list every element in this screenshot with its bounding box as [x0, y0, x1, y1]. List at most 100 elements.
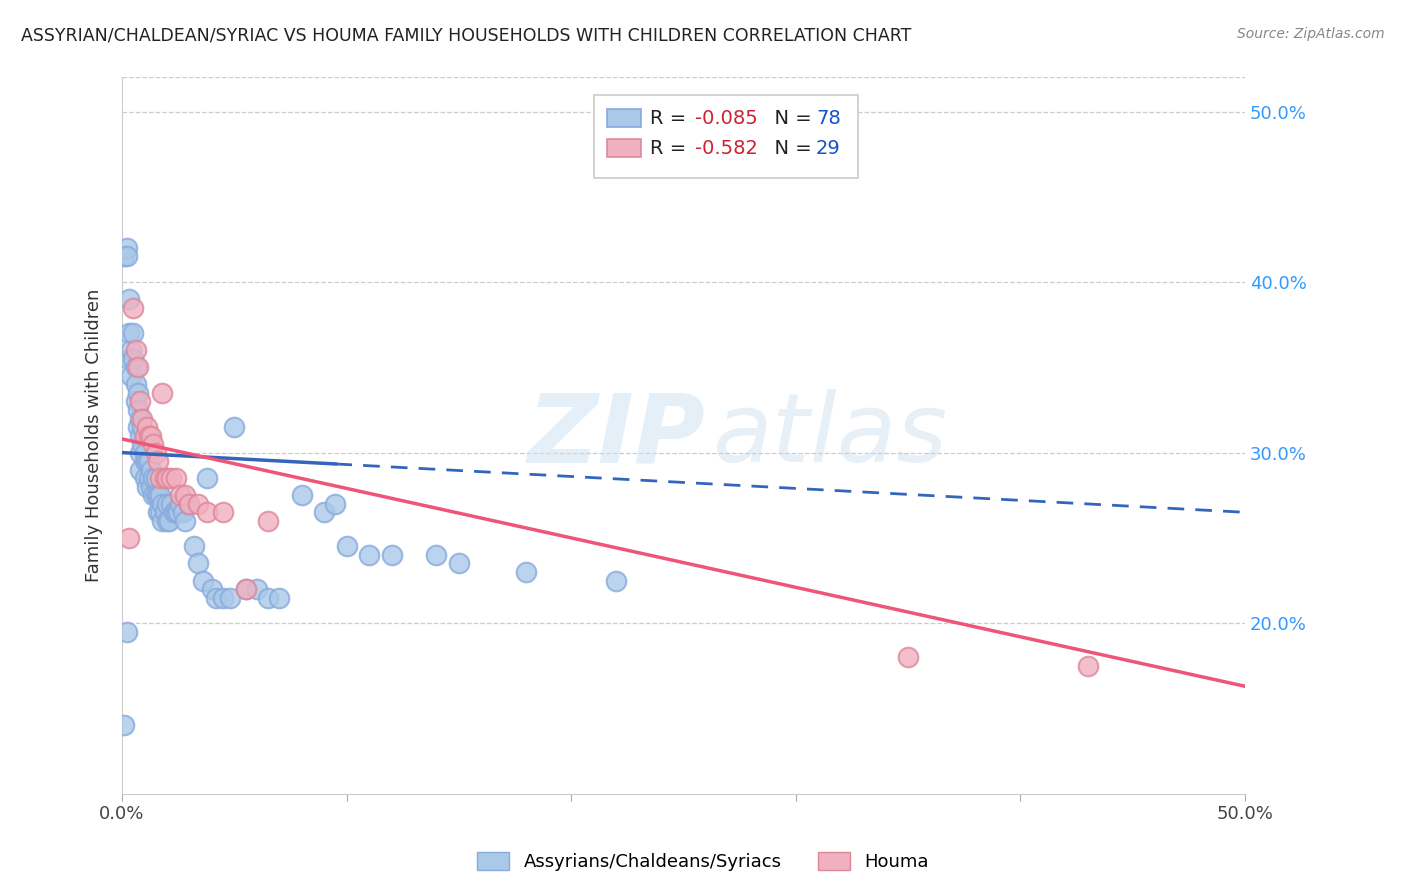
Point — [380, 548, 402, 562]
Point — [129, 445, 152, 459]
Point — [138, 428, 160, 442]
Point — [325, 497, 347, 511]
Point — [129, 463, 152, 477]
Point — [1077, 658, 1099, 673]
Point — [205, 591, 228, 605]
Point — [156, 497, 179, 511]
Text: -0.085: -0.085 — [695, 109, 758, 128]
Point — [425, 548, 447, 562]
Point — [160, 497, 183, 511]
Point — [124, 360, 146, 375]
Point — [197, 471, 219, 485]
Point — [124, 377, 146, 392]
Point — [153, 471, 176, 485]
Point — [127, 385, 149, 400]
Point — [336, 540, 359, 554]
Point — [515, 565, 537, 579]
Point — [257, 591, 280, 605]
Text: -0.582: -0.582 — [695, 139, 758, 158]
Point — [127, 360, 149, 375]
Point — [138, 454, 160, 468]
Point — [235, 582, 257, 596]
Point — [149, 488, 172, 502]
Point — [169, 488, 191, 502]
Text: 29: 29 — [815, 139, 841, 158]
Point — [145, 471, 167, 485]
Text: atlas: atlas — [711, 389, 948, 482]
Point — [145, 488, 167, 502]
Text: Source: ZipAtlas.com: Source: ZipAtlas.com — [1237, 27, 1385, 41]
Point — [235, 582, 257, 596]
Point — [246, 582, 269, 596]
Point — [156, 514, 179, 528]
Point — [131, 420, 153, 434]
Point — [314, 505, 336, 519]
Point — [897, 650, 920, 665]
Point — [146, 488, 169, 502]
Point — [122, 351, 145, 366]
Point — [127, 403, 149, 417]
Point — [257, 514, 280, 528]
Point — [135, 480, 157, 494]
Point — [167, 505, 190, 519]
Point — [197, 505, 219, 519]
Point — [134, 454, 156, 468]
Point — [118, 292, 141, 306]
Point — [291, 488, 314, 502]
Point — [131, 437, 153, 451]
Point — [156, 471, 179, 485]
Point — [447, 557, 470, 571]
Bar — [607, 139, 641, 157]
Point — [129, 394, 152, 409]
Point — [165, 471, 187, 485]
Point — [141, 463, 163, 477]
Legend: Assyrians/Chaldeans/Syriacs, Houma: Assyrians/Chaldeans/Syriacs, Houma — [470, 845, 936, 879]
Point — [149, 505, 172, 519]
Point — [187, 497, 209, 511]
Point — [212, 505, 235, 519]
Point — [122, 301, 145, 315]
Bar — [593, 95, 858, 178]
Point — [201, 582, 224, 596]
Point — [179, 497, 201, 511]
Text: ASSYRIAN/CHALDEAN/SYRIAC VS HOUMA FAMILY HOUSEHOLDS WITH CHILDREN CORRELATION CH: ASSYRIAN/CHALDEAN/SYRIAC VS HOUMA FAMILY… — [21, 27, 911, 45]
Point — [134, 445, 156, 459]
Point — [127, 420, 149, 434]
Text: 78: 78 — [815, 109, 841, 128]
Point — [134, 428, 156, 442]
Point — [152, 497, 174, 511]
Y-axis label: Family Households with Children: Family Households with Children — [86, 289, 103, 582]
Point — [191, 574, 214, 588]
Point — [218, 591, 240, 605]
Point — [179, 497, 201, 511]
Point — [146, 505, 169, 519]
Point — [134, 471, 156, 485]
Point — [135, 454, 157, 468]
Point — [169, 497, 191, 511]
Point — [163, 505, 186, 519]
Point — [187, 557, 209, 571]
Point — [120, 368, 142, 383]
Point — [131, 411, 153, 425]
Text: R =: R = — [650, 139, 692, 158]
Point — [118, 351, 141, 366]
Point — [183, 540, 205, 554]
Point — [118, 326, 141, 341]
Point — [172, 505, 194, 519]
Point — [141, 480, 163, 494]
Point — [145, 445, 167, 459]
Point — [120, 343, 142, 358]
Point — [115, 250, 138, 264]
Bar — [607, 110, 641, 128]
Point — [129, 411, 152, 425]
Point — [112, 250, 135, 264]
Point — [157, 514, 180, 528]
Point — [174, 488, 197, 502]
Point — [174, 514, 197, 528]
Point — [153, 505, 176, 519]
Point — [146, 454, 169, 468]
Point — [115, 624, 138, 639]
Point — [129, 428, 152, 442]
Point — [135, 420, 157, 434]
Text: N =: N = — [762, 109, 818, 128]
